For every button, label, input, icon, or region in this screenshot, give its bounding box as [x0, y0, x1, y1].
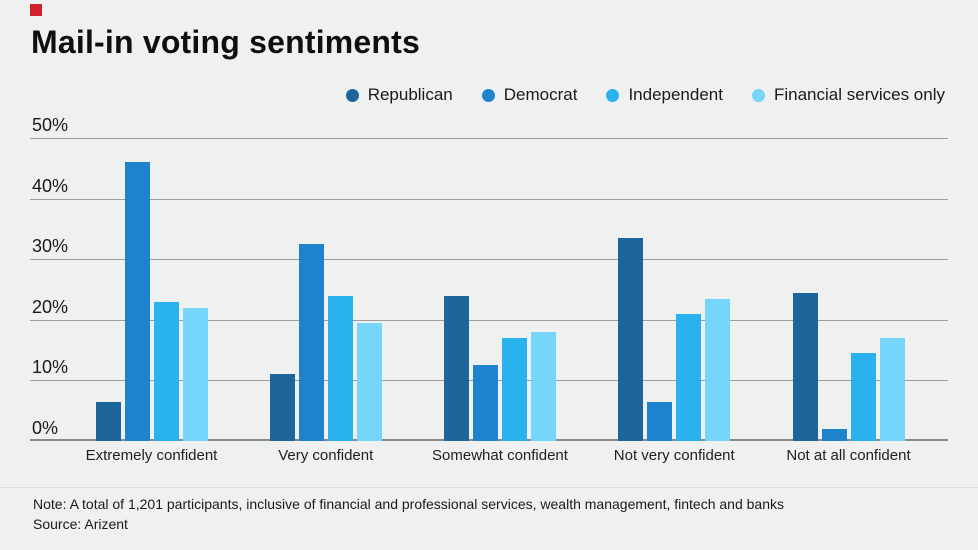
gridline [30, 259, 948, 260]
bar [502, 338, 527, 441]
bar [618, 238, 644, 441]
x-axis-category-label: Very confident [278, 447, 374, 464]
bar-group [444, 138, 556, 441]
bar-group [792, 138, 905, 441]
y-axis-tick-label: 0% [32, 418, 59, 438]
y-axis-tick-label: 20% [32, 297, 69, 317]
bar [473, 365, 498, 441]
y-axis-tick-label: 50% [32, 115, 69, 135]
brand-mark-square [30, 4, 42, 16]
source-text: Source: Arizent [33, 516, 128, 532]
page-title: Mail-in voting sentiments [31, 24, 421, 60]
bar [356, 323, 382, 441]
bar [444, 296, 469, 441]
gridline [30, 320, 948, 321]
bar [95, 402, 121, 441]
legend-label: Independent [628, 85, 723, 104]
legend-label: Financial services only [773, 85, 945, 104]
bar [676, 314, 702, 441]
y-axis-tick-label: 30% [32, 236, 69, 256]
y-axis-tick-label: 10% [32, 357, 69, 377]
bar [327, 296, 353, 441]
plot-area: 50% 40% 30% 20% 10% 0% Extremely confident Very… [30, 116, 948, 464]
bar [879, 338, 905, 441]
bar [792, 293, 818, 441]
legend-item: Financial services only [751, 85, 945, 105]
bar [531, 332, 556, 441]
bar-group [269, 138, 382, 441]
bar [850, 353, 876, 441]
note-text: Note: A total of 1,201 participants, inc… [33, 496, 784, 512]
x-axis-category-label: Somewhat confident [432, 447, 568, 464]
bar-group [95, 138, 208, 441]
x-axis-category-label: Extremely confident [85, 447, 218, 464]
legend-dot-icon [345, 88, 359, 102]
bar [821, 429, 847, 441]
legend-label: Republican [367, 85, 453, 104]
legend-dot-icon [481, 88, 495, 102]
legend-item: Democrat [481, 85, 578, 105]
gridline [30, 199, 948, 200]
legend-dot-icon [751, 88, 765, 102]
bar [647, 402, 673, 441]
bar [153, 302, 179, 441]
y-axis-tick-label: 40% [32, 176, 69, 196]
legend-item: Republican [345, 85, 453, 105]
bar [705, 299, 731, 441]
bar-group [618, 138, 731, 441]
legend-label: Democrat [503, 85, 578, 104]
legend: Republican Democrat Independent Financial s… [345, 85, 945, 105]
legend-dot-icon [606, 88, 620, 102]
bar [124, 162, 150, 441]
x-axis-category-label: Not at all confident [786, 447, 911, 464]
legend-item: Independent [606, 85, 723, 105]
bar [182, 308, 208, 441]
x-axis-category-label: Not very confident [613, 447, 735, 464]
bar [269, 374, 295, 441]
gridline [30, 138, 948, 139]
bar [298, 244, 324, 441]
footer-divider [0, 487, 978, 488]
